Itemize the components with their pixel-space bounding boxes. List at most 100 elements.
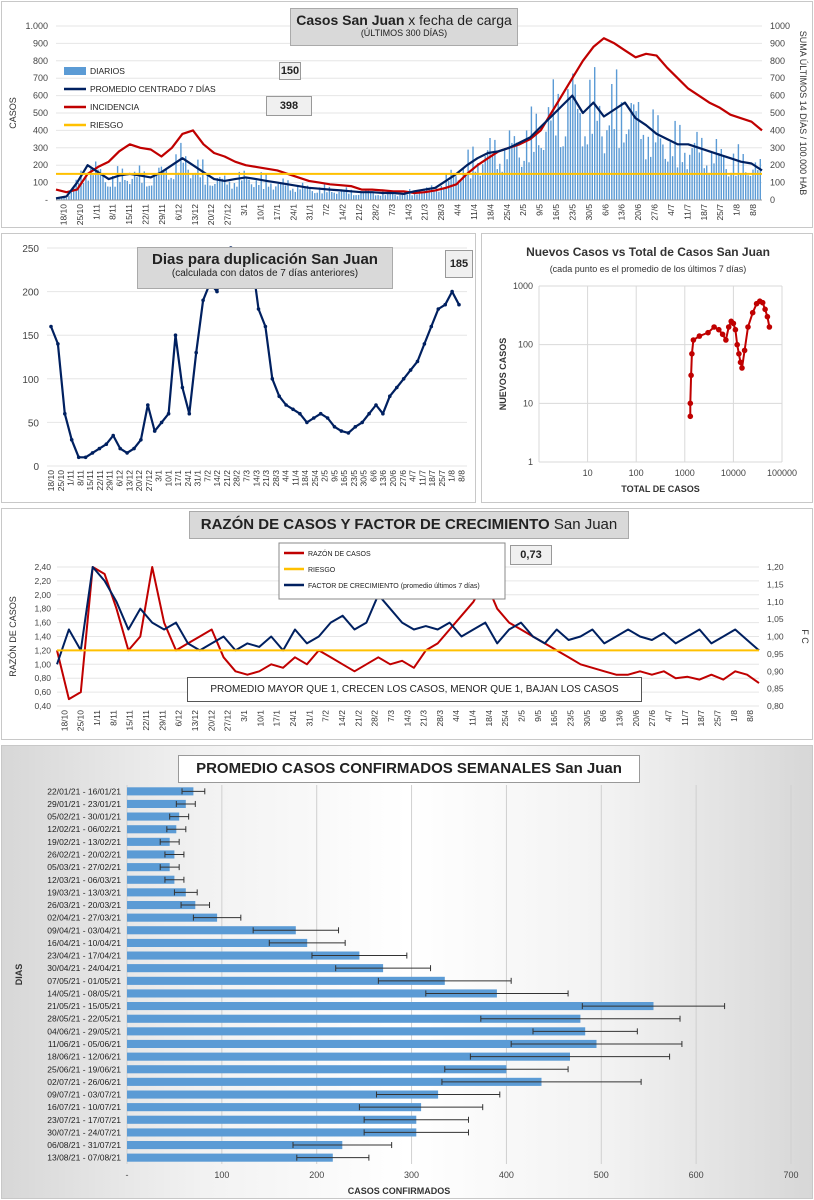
- doubling-annotation: 185: [445, 250, 473, 278]
- daily-bar: [379, 195, 382, 200]
- doubling-chart-title: Dias para duplicación San Juan: [152, 251, 378, 268]
- category-label: 25/06/21 - 19/06/21: [47, 1064, 121, 1074]
- daily-bar: [662, 144, 664, 200]
- weekly-bar: [127, 875, 175, 884]
- daily-bar: [275, 186, 277, 200]
- x-tick-label: 22/11: [95, 470, 105, 491]
- x-tick-label: 7/3: [386, 710, 396, 722]
- y-tick-label: 50: [28, 418, 40, 429]
- x-tick-label: 20/6: [388, 470, 398, 487]
- daily-bar: [671, 156, 674, 200]
- legend-label: RIESGO: [90, 120, 123, 130]
- daily-bar: [331, 192, 333, 200]
- daily-bar: [104, 182, 107, 200]
- daily-bar: [289, 190, 292, 200]
- daily-bar: [698, 152, 701, 200]
- daily-bar: [131, 178, 133, 200]
- daily-bar: [389, 193, 391, 200]
- daily-bar: [757, 170, 759, 200]
- y-tick-label: 1,80: [34, 604, 51, 614]
- legend-label: FACTOR DE CRECIMIENTO (promedio últimos …: [308, 583, 480, 590]
- y-tick-label: 1.000: [25, 21, 48, 31]
- daily-bar: [596, 120, 598, 200]
- trajectory-point: [705, 329, 711, 336]
- daily-bar: [277, 183, 279, 200]
- ratio-chart-title: RAZÓN DE CASOS Y FACTOR DE CRECIMIENTO: [200, 516, 550, 533]
- x-tick-label: 4/7: [666, 204, 676, 216]
- x-tick-label: 700: [783, 1170, 798, 1180]
- category-label: 30/04/21 - 24/04/21: [47, 963, 121, 973]
- daily-bar: [133, 171, 136, 200]
- doubling-point: [436, 307, 441, 311]
- y-tick-label: 200: [22, 288, 39, 299]
- daily-bar: [448, 181, 450, 200]
- y2-tick-label: 700: [770, 73, 785, 83]
- daily-bar: [99, 169, 102, 200]
- daily-bar: [423, 188, 425, 200]
- category-label: 11/06/21 - 05/06/21: [48, 1039, 121, 1049]
- doubling-point: [166, 411, 171, 416]
- weekly-bar: [127, 787, 194, 796]
- daily-bar: [443, 188, 445, 200]
- x-tick-label: 6/6: [368, 470, 378, 482]
- daily-bar: [206, 173, 209, 200]
- daily-bar: [202, 159, 204, 200]
- x-tick-label: 27/6: [647, 710, 657, 727]
- x-tick-label: 8/11: [75, 470, 85, 486]
- y2-tick-label: 0,85: [767, 684, 784, 694]
- weekly-bar: [127, 1077, 542, 1086]
- daily-bar: [216, 178, 219, 200]
- daily-bar: [501, 171, 503, 200]
- daily-bar: [82, 183, 85, 200]
- x-tick-label: 23/5: [349, 470, 359, 487]
- daily-bar: [153, 174, 155, 200]
- y2-tick-label: 300: [770, 143, 785, 153]
- daily-bar: [146, 186, 148, 200]
- x-tick-label: 17/1: [272, 710, 282, 727]
- category-label: 02/07/21 - 26/06/21: [47, 1077, 121, 1087]
- x-tick-label: 6/6: [598, 710, 608, 722]
- daily-bar: [477, 163, 479, 200]
- weekly-bar: [127, 964, 384, 973]
- daily-bar: [297, 186, 299, 200]
- daily-bar: [394, 194, 396, 200]
- daily-bar: [732, 153, 735, 200]
- x-tick-label: 9/5: [535, 204, 545, 216]
- x-tick-label: 21/2: [354, 204, 364, 221]
- daily-bar: [299, 189, 301, 200]
- category-label: 07/05/21 - 01/05/21: [47, 976, 121, 986]
- daily-bar: [189, 178, 192, 200]
- daily-bar: [499, 163, 501, 200]
- y-tick-label: 100: [518, 340, 533, 350]
- daily-bar: [138, 165, 141, 200]
- daily-bar: [418, 193, 421, 200]
- daily-bar: [579, 112, 581, 200]
- daily-bar: [250, 184, 253, 200]
- doubling-point: [97, 446, 102, 451]
- x-tick-label: 14/2: [338, 204, 348, 221]
- new-vs-total-chart-subtitle: (cada punto es el promedio de los último…: [549, 264, 747, 274]
- daily-bar: [713, 163, 715, 200]
- x-tick-label: 2/5: [320, 470, 330, 482]
- doubling-point: [457, 302, 461, 307]
- daily-bar: [387, 190, 389, 200]
- y2-tick-label: 1,15: [767, 579, 784, 589]
- daily-bar: [280, 182, 282, 200]
- chart-panel-new-vs-total: 1 10 100 1000 10 100 1000 10000 100000 TOTAL DE C…: [481, 233, 813, 503]
- daily-bar: [489, 138, 491, 200]
- x-tick-label: 4/7: [408, 470, 418, 482]
- weekly-bar: [127, 1141, 343, 1150]
- y-tick-label: 900: [33, 38, 48, 48]
- daily-bar: [452, 175, 455, 200]
- category-label: 19/02/21 - 13/02/21: [47, 837, 121, 847]
- doubling-point: [49, 324, 53, 329]
- doubling-point: [180, 385, 185, 390]
- daily-bar: [586, 144, 589, 200]
- daily-bar: [640, 139, 642, 200]
- daily-bar: [430, 185, 433, 200]
- weekly-chart-svg: - 100 200 300 400 500 600 700 CASOS CONFIRMADOS D…: [14, 785, 799, 1196]
- doubling-point: [263, 324, 268, 329]
- doubling-point: [325, 416, 330, 420]
- doubling-point: [132, 446, 136, 451]
- x-tick-label: 400: [499, 1170, 514, 1180]
